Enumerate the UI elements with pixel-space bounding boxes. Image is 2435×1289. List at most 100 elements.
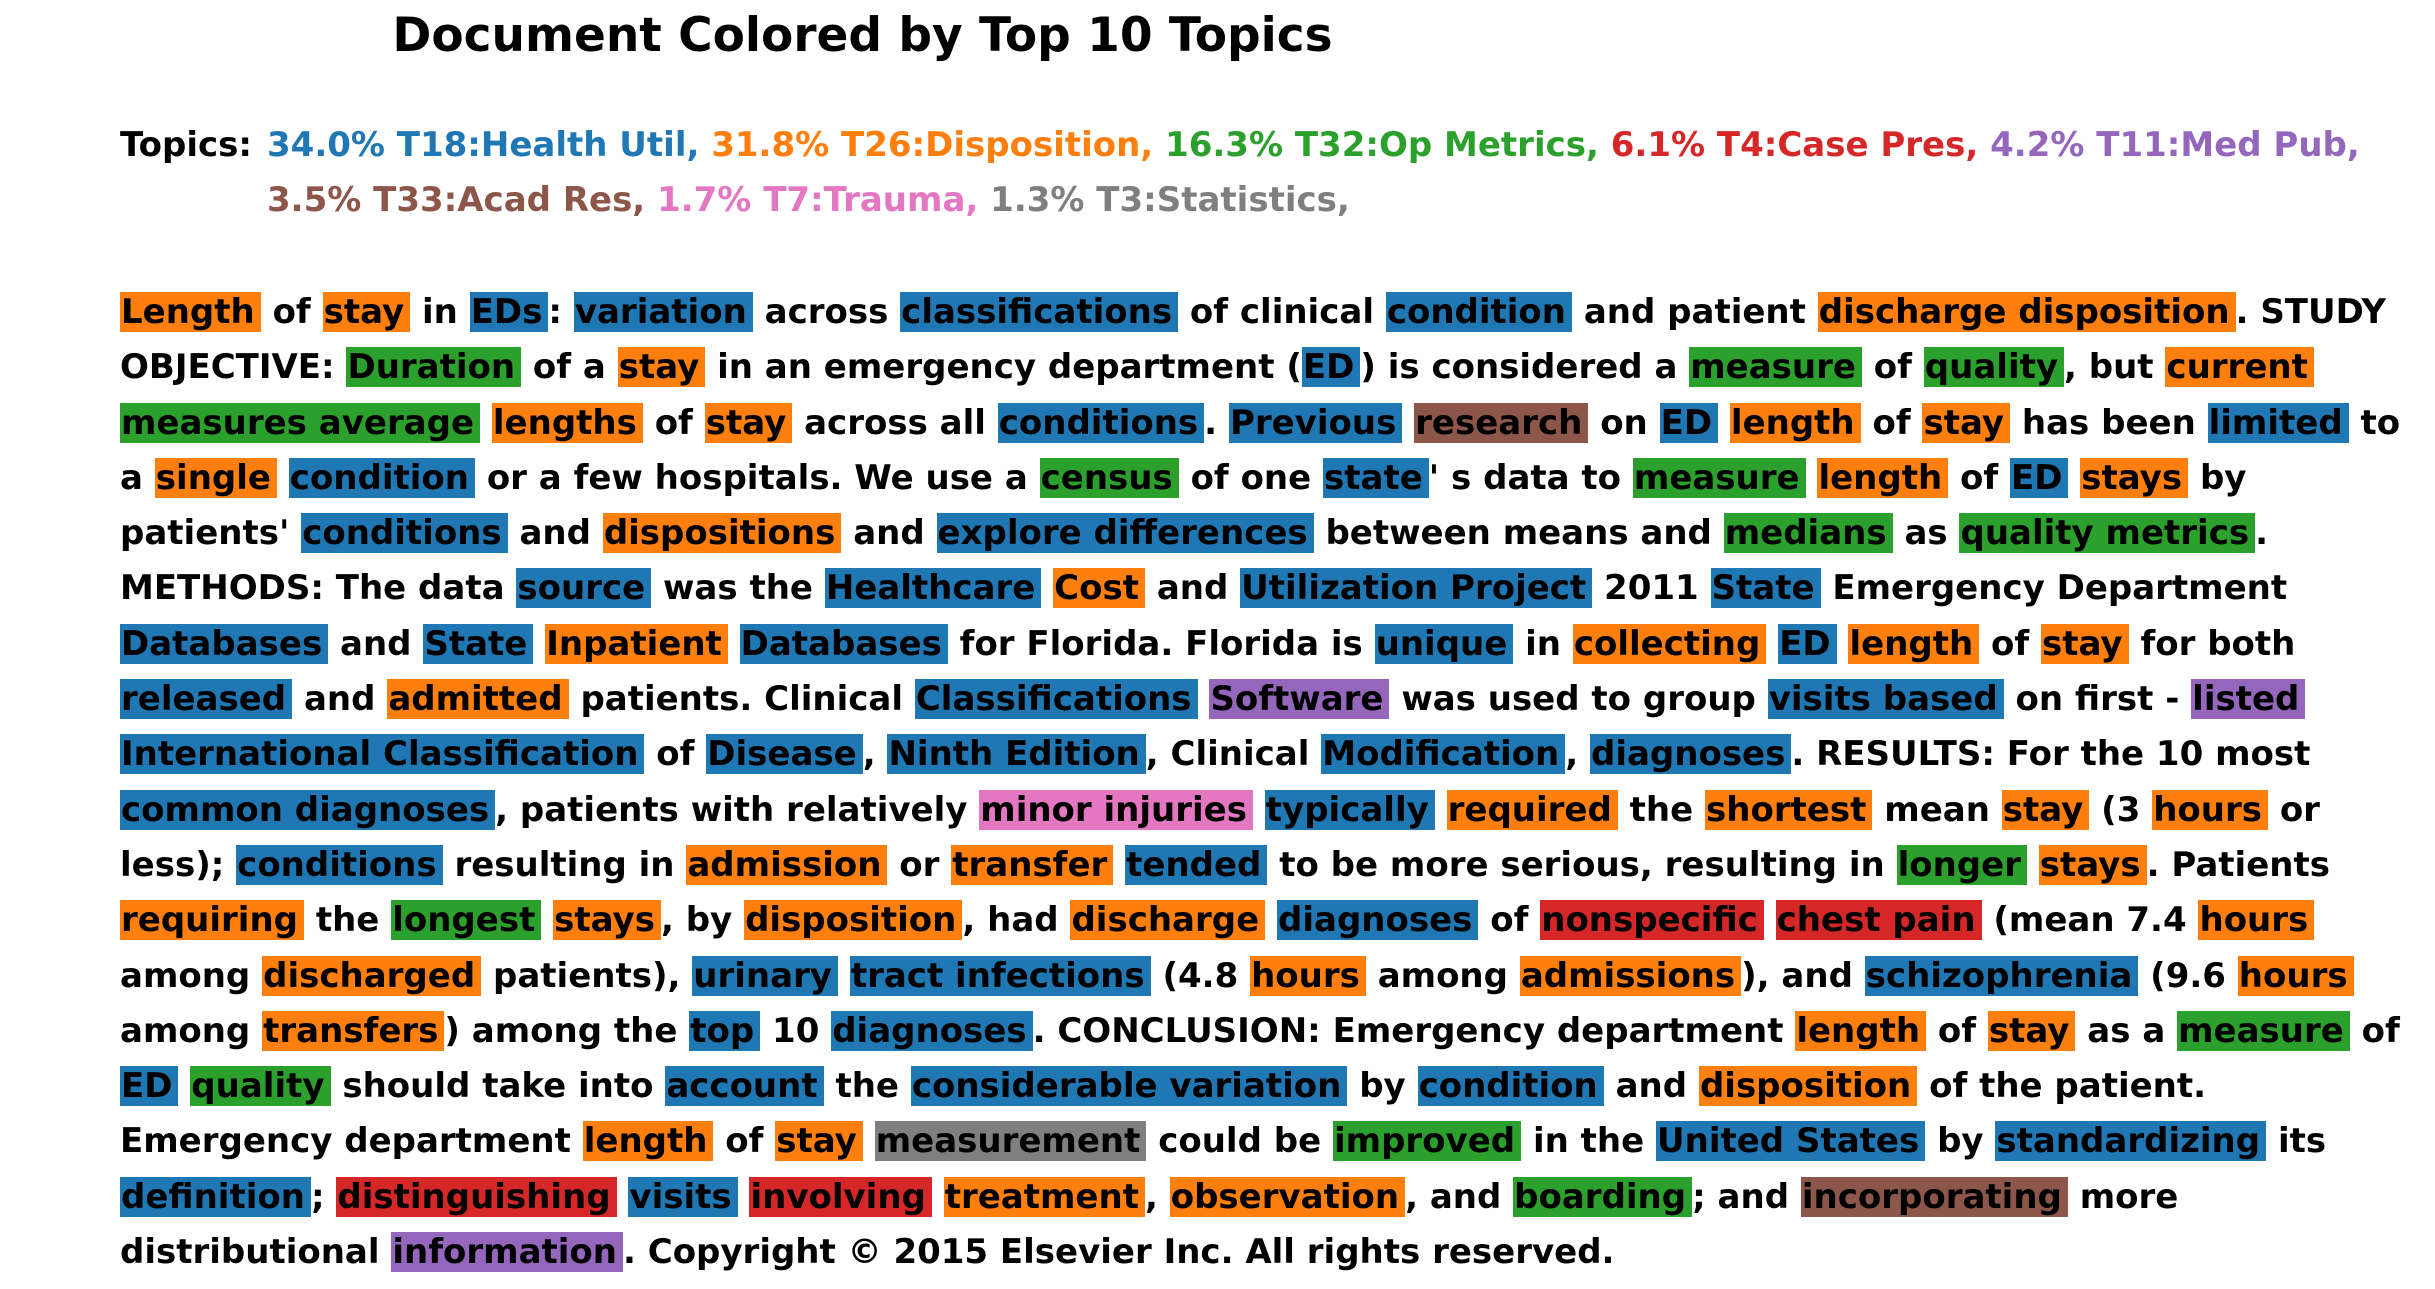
plain-text: , patients (495, 789, 679, 830)
plain-text: (9.6 (2150, 955, 2226, 996)
topic-word-t18: State (1710, 568, 1821, 609)
topic-t11: 4.2% T11:Med Pub, (1990, 125, 2360, 165)
topic-word-t26: stay (1987, 1010, 2076, 1051)
plain-text: among (120, 1010, 251, 1051)
plain-text: , and (1405, 1176, 1502, 1217)
topic-word-t26: current (2165, 347, 2314, 388)
topic-word-t18: tract infections (849, 955, 1151, 996)
topic-word-t32: Duration (346, 347, 522, 388)
topic-word-t4: chest pain (1775, 900, 1982, 941)
topic-word-t32: longer (1896, 844, 2027, 885)
topic-word-t18: visits based (1767, 679, 2004, 720)
topic-word-t26: length (1848, 623, 1980, 664)
topic-word-t26: stays (2038, 844, 2147, 885)
topic-word-t26: length (1817, 457, 1949, 498)
topic-word-t26: hours (1250, 955, 1366, 996)
plain-text: . (1204, 402, 1218, 443)
topic-word-t26: observation (1169, 1176, 1406, 1217)
topic-word-t18: condition (288, 457, 475, 498)
plain-text: in (1525, 623, 1561, 664)
plain-text: 10 (772, 1010, 820, 1051)
topic-word-t18: Utilization Project (1240, 568, 1593, 609)
plain-text: of the patient. Emergency department (120, 1066, 2207, 1162)
topic-word-t33: research (1414, 402, 1589, 443)
topic-word-t18: visits (628, 1176, 738, 1217)
plain-text: of (1937, 1010, 1977, 1051)
topic-word-t18: Healthcare (824, 568, 1042, 609)
plain-text: of (272, 292, 311, 332)
plain-text: and patient (1583, 292, 1806, 332)
topic-word-t32: measure (1689, 347, 1862, 388)
topic-word-t26: Inpatient (545, 623, 728, 664)
topics-label: Topics: (120, 125, 253, 165)
topic-word-t26: treatment (943, 1176, 1145, 1217)
topic-word-t18: Ninth Edition (887, 734, 1146, 775)
plain-text: its (2277, 1121, 2327, 1162)
plain-text: among (120, 955, 251, 996)
plain-text: . (2235, 292, 2249, 332)
plain-text: in (421, 292, 458, 332)
plain-text: , had (962, 900, 1059, 941)
plain-text: of a (532, 347, 606, 388)
plain-text: for Florida. Florida is (959, 623, 1363, 664)
plain-text: across all (804, 402, 986, 443)
topic-word-t26: hours (2237, 955, 2354, 996)
plain-text: resulting in (454, 844, 675, 885)
topics-list: 34.0% T18:Health Util, 31.8% T26:Disposi… (267, 118, 2410, 228)
topic-word-t18: typically (1264, 789, 1435, 830)
plain-text: , but (2064, 347, 2154, 388)
topic-word-t18: diagnoses (831, 1010, 1033, 1051)
topic-t4: 6.1% T4:Case Pres, (1610, 125, 1979, 165)
topic-word-t32: medians (1723, 513, 1893, 554)
plain-text: and (1156, 568, 1229, 609)
topic-word-t11: listed (2191, 679, 2306, 720)
topics-legend: Topics: 34.0% T18:Health Util, 31.8% T26… (120, 118, 2410, 228)
plain-text: : (548, 292, 562, 332)
topic-word-t32: measure (2177, 1010, 2350, 1051)
plain-text: or a few hospitals. We use a (486, 457, 1028, 498)
plain-text: of (1991, 623, 2030, 664)
plain-text: . RESULTS: For the 10 most (1791, 734, 2311, 775)
plain-text: 2011 (1604, 568, 1699, 609)
topic-word-t18: ED (1778, 623, 1837, 664)
plain-text: Clinical (764, 679, 904, 720)
topic-word-t18: state (1323, 457, 1429, 498)
plain-text: ), and (1741, 955, 1853, 996)
topic-word-t26: Cost (1053, 568, 1145, 609)
topic-word-t26: transfer (951, 844, 1114, 885)
topic-word-t18: variation (573, 292, 753, 332)
plain-text: by (1937, 1121, 1984, 1162)
topic-word-t18: ED (1659, 402, 1719, 443)
plain-text: , by (660, 900, 733, 941)
plain-text: with relatively (690, 789, 968, 830)
plain-text: (4.8 (1162, 955, 1239, 996)
topic-word-t18: condition (1385, 292, 1572, 332)
topic-word-t18: released (120, 679, 293, 720)
plain-text: ; (310, 1176, 325, 1217)
topic-word-t3: measurement (874, 1121, 1147, 1162)
plain-text: in the (1532, 1121, 1645, 1162)
plain-text: of clinical (1189, 292, 1374, 332)
topic-word-t26: length (582, 1121, 714, 1162)
topic-word-t26: length (1729, 402, 1861, 443)
topic-word-t18: account (665, 1066, 824, 1107)
topic-word-t26: stay (704, 402, 793, 443)
topic-word-t26: lengths (491, 402, 643, 443)
topic-word-t18: ED (1301, 347, 1361, 388)
topic-word-t26: hours (2198, 900, 2315, 941)
topic-word-t7: minor injuries (979, 789, 1253, 830)
plain-text: on (1600, 402, 1648, 443)
topic-word-t32: boarding (1513, 1176, 1693, 1217)
topic-word-t26: hours (2152, 789, 2268, 830)
topic-word-t26: transfers (262, 1010, 445, 1051)
topic-word-t26: length (1795, 1010, 1927, 1051)
plain-text: of one (1190, 457, 1312, 498)
plain-text: across (764, 292, 889, 332)
topic-word-t26: stay (775, 1121, 863, 1162)
plain-text: the (1629, 789, 1694, 830)
plain-text: as a (2087, 1010, 2166, 1051)
topic-word-t18: ED (120, 1066, 179, 1107)
topic-word-t18: tended (1125, 844, 1268, 885)
topic-word-t18: unique (1374, 623, 1514, 664)
topic-word-t18: conditions (301, 513, 508, 554)
